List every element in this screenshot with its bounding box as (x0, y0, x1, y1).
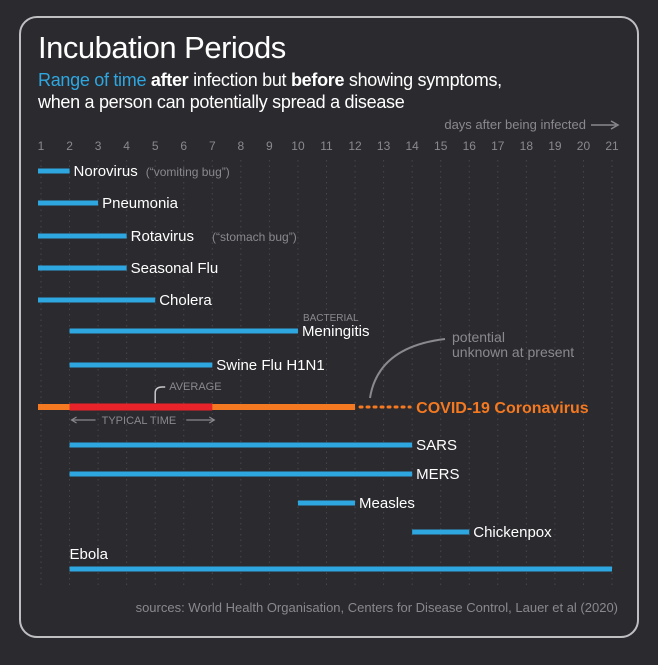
x-tick-label: 11 (320, 139, 333, 153)
series-bar (69, 328, 298, 334)
x-tick-label: 3 (95, 139, 102, 153)
series-label-covid: COVID-19 Coronavirus (416, 400, 589, 417)
typical-arrow-left-head (70, 416, 77, 424)
chart-frame (19, 16, 639, 638)
x-axis-arrow-head (610, 120, 620, 130)
x-tick-label: 8 (238, 139, 245, 153)
series-bar (69, 566, 613, 572)
subtitle-middle: infection but (188, 70, 291, 90)
series-bar (38, 200, 99, 206)
x-tick-label: 14 (405, 139, 419, 153)
x-tick-label: 7 (209, 139, 216, 153)
subtitle-line-2: when a person can potentially spread a d… (38, 92, 405, 112)
typical-time-label: TYPICAL TIME (102, 415, 177, 427)
series-bar (69, 442, 413, 448)
subtitle-accent: Range of time (38, 70, 147, 90)
x-axis-label: days after being infected (444, 117, 586, 132)
x-tick-label: 1 (38, 139, 45, 153)
x-tick-label: 10 (291, 139, 305, 153)
series-prefix-label: BACTERIAL (303, 313, 359, 324)
series-note: (“vomiting bug”) (146, 165, 230, 179)
series-bar (38, 297, 156, 303)
series-label: Measles (359, 495, 415, 512)
series-label: Rotavirus (131, 228, 194, 245)
x-tick-label: 16 (463, 139, 477, 153)
series-bar (69, 471, 413, 477)
series-note: (“stomach bug”) (212, 230, 297, 244)
x-tick-label: 12 (348, 139, 362, 153)
x-tick-label: 5 (152, 139, 159, 153)
series-bar (38, 265, 127, 271)
x-tick-label: 9 (266, 139, 273, 153)
series-label: MERS (416, 466, 459, 483)
series-label: Pneumonia (102, 195, 179, 212)
typical-arrow-right-head (208, 416, 216, 424)
x-tick-label: 4 (123, 139, 130, 153)
series-label: SARS (416, 437, 457, 454)
series-bar (38, 168, 70, 174)
covid-typical-bar (69, 403, 213, 411)
series-bar (38, 233, 127, 239)
x-tick-label: 17 (491, 139, 505, 153)
source-note: sources: World Health Organisation, Cent… (135, 600, 618, 615)
series-label: Meningitis (302, 323, 370, 340)
x-tick-label: 18 (520, 139, 534, 153)
average-label: AVERAGE (169, 381, 221, 393)
potential-leader-line (369, 338, 446, 399)
series-label: Chickenpox (473, 524, 552, 541)
series-bar (297, 500, 356, 506)
page-title: Incubation Periods (38, 30, 286, 65)
average-marker (154, 386, 166, 403)
series-label: Cholera (159, 292, 212, 309)
x-tick-label: 15 (434, 139, 448, 153)
x-tick-label: 6 (180, 139, 187, 153)
subtitle-line-1: Range of time after infection but before… (38, 70, 502, 91)
series-bar (69, 362, 213, 368)
x-tick-label: 21 (605, 139, 619, 153)
subtitle-end: showing symptoms, (344, 70, 502, 90)
potential-label-1: potential (452, 329, 505, 345)
series-label: Seasonal Flu (131, 260, 219, 277)
x-tick-label: 19 (548, 139, 562, 153)
series-label: Ebola (70, 546, 109, 563)
series-label: Swine Flu H1N1 (216, 357, 324, 374)
subtitle-before: before (290, 70, 345, 90)
x-tick-label: 13 (377, 139, 391, 153)
series-bar (412, 529, 470, 535)
potential-label-2: unknown at present (452, 344, 574, 360)
subtitle-after: after (150, 70, 189, 90)
series-label: Norovirus (74, 163, 138, 180)
x-tick-label: 2 (66, 139, 73, 153)
x-tick-label: 20 (577, 139, 591, 153)
